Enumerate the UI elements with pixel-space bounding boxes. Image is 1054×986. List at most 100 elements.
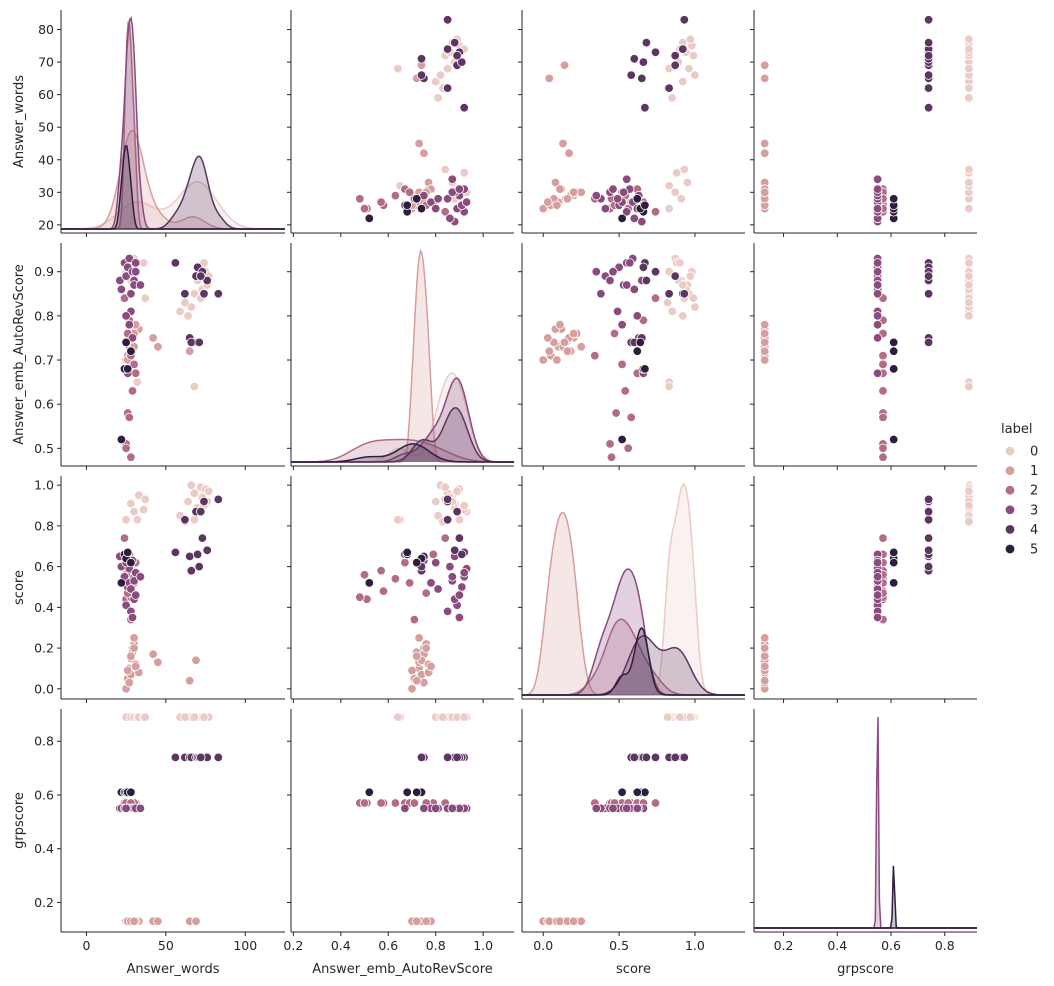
- point-label-4: [923, 15, 934, 25]
- point-label-2: [130, 368, 141, 379]
- point-label-3: [121, 311, 131, 321]
- point-label-2: [650, 293, 661, 303]
- point-label-1: [148, 333, 158, 343]
- y-tick-label: 0.8: [34, 734, 54, 749]
- point-label-1: [760, 187, 770, 198]
- point-label-2: [355, 194, 365, 204]
- point-label-5: [122, 364, 133, 374]
- point-label-2: [376, 197, 386, 207]
- point-label-3: [600, 203, 611, 214]
- point-label-4: [629, 54, 640, 64]
- point-label-3: [454, 612, 465, 623]
- point-label-0: [433, 93, 443, 103]
- y-axis-label: Answer_words: [12, 75, 27, 168]
- y-tick-label: 0.2: [34, 895, 54, 910]
- x-tick-label: 0: [82, 938, 90, 953]
- kde-line-3: [754, 716, 977, 929]
- point-label-1: [760, 346, 770, 356]
- y-tick-label: 0.4: [34, 841, 54, 856]
- point-label-0: [964, 486, 974, 497]
- point-label-0: [964, 203, 974, 214]
- point-label-3: [121, 803, 131, 814]
- x-axis-label: score: [616, 962, 651, 977]
- point-label-0: [189, 712, 200, 722]
- point-label-3: [121, 271, 131, 281]
- point-label-3: [126, 289, 136, 299]
- point-label-3: [629, 284, 640, 295]
- point-label-3: [872, 311, 883, 321]
- point-label-0: [964, 177, 974, 188]
- point-label-3: [419, 803, 429, 814]
- point-label-0: [140, 712, 150, 722]
- point-label-4: [194, 337, 204, 348]
- point-label-2: [611, 408, 621, 418]
- point-label-5: [412, 194, 422, 204]
- legend-marker-5: [1004, 543, 1016, 555]
- point-label-0: [964, 297, 974, 308]
- point-label-4: [442, 494, 453, 505]
- y-tick-label: 0.8: [34, 308, 54, 323]
- point-label-4: [640, 102, 650, 113]
- kde-line-3: [61, 16, 285, 230]
- point-label-3: [457, 582, 467, 592]
- point-label-2: [359, 570, 370, 580]
- y-tick-label: 0.8: [34, 518, 54, 533]
- point-label-4: [626, 70, 636, 80]
- point-label-3: [605, 275, 615, 286]
- point-label-1: [760, 138, 770, 149]
- point-label-2: [440, 533, 450, 543]
- point-label-3: [629, 213, 640, 224]
- point-label-4: [452, 752, 462, 763]
- point-label-1: [564, 148, 574, 158]
- point-label-0: [678, 311, 688, 321]
- point-label-0: [664, 203, 674, 214]
- point-label-2: [620, 386, 630, 396]
- point-label-3: [622, 207, 632, 217]
- y-tick-label: 50: [38, 120, 54, 135]
- point-label-4: [442, 15, 453, 25]
- panel-grpscore-vs-score: 0.0 0.5 1.0: [518, 709, 745, 953]
- legend-marker-2: [1004, 485, 1016, 496]
- point-label-0: [964, 164, 974, 175]
- point-label-4: [199, 496, 209, 507]
- point-label-5: [617, 213, 627, 224]
- point-label-5: [632, 787, 643, 798]
- point-label-0: [203, 486, 214, 497]
- point-label-5: [889, 557, 899, 568]
- point-label-1: [191, 916, 201, 927]
- point-label-4: [679, 752, 690, 763]
- point-label-4: [199, 289, 209, 299]
- point-label-4: [457, 57, 467, 67]
- point-label-0: [199, 712, 209, 722]
- point-label-1: [122, 665, 133, 676]
- point-label-1: [129, 643, 139, 653]
- point-label-0: [662, 712, 673, 722]
- point-label-4: [170, 258, 181, 268]
- point-label-2: [376, 566, 386, 576]
- point-label-4: [679, 289, 690, 299]
- point-label-1: [421, 643, 431, 653]
- point-label-5: [889, 194, 899, 204]
- point-label-4: [923, 494, 934, 505]
- point-label-5: [126, 346, 136, 356]
- point-label-0: [438, 712, 448, 722]
- point-label-2: [428, 549, 439, 560]
- point-label-1: [407, 684, 417, 694]
- point-label-4: [679, 15, 690, 25]
- kde-fill-0: [522, 484, 745, 695]
- kde-fill-4: [61, 156, 285, 229]
- point-label-4: [416, 752, 427, 763]
- kde-line-5: [61, 145, 285, 230]
- point-label-4: [194, 561, 204, 572]
- point-label-4: [186, 337, 197, 348]
- point-label-3: [622, 803, 632, 814]
- point-label-0: [442, 63, 453, 74]
- point-label-4: [923, 83, 934, 93]
- point-label-5: [889, 578, 899, 588]
- point-label-3: [135, 280, 146, 290]
- point-label-0: [685, 712, 696, 722]
- point-label-0: [667, 306, 677, 317]
- point-label-1: [421, 916, 431, 927]
- point-label-3: [124, 320, 135, 330]
